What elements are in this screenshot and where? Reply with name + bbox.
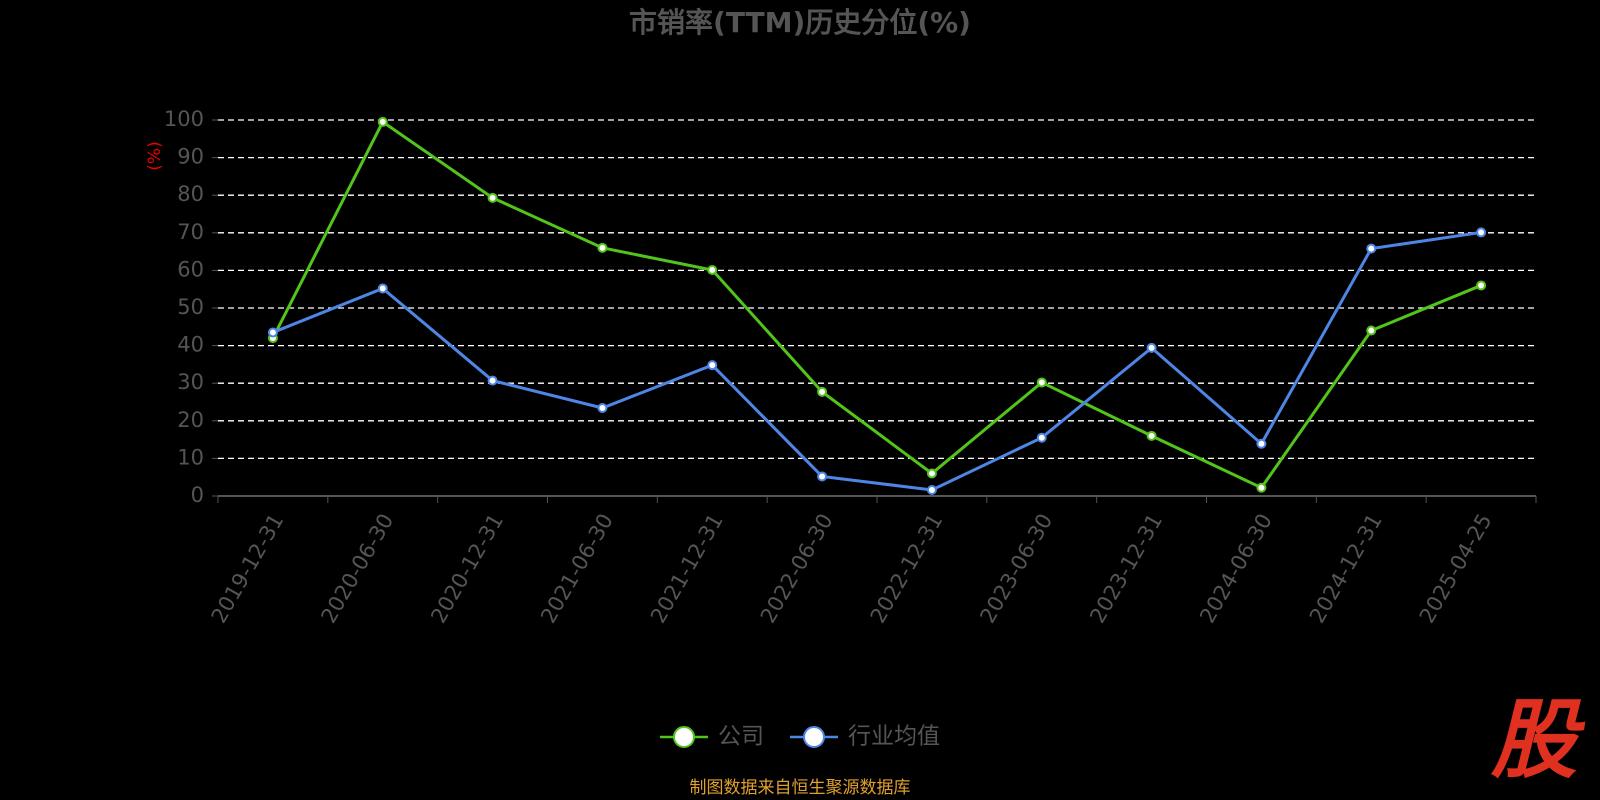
x-tick-label: 2021-12-31	[646, 510, 728, 628]
x-tick-label: 2020-12-31	[426, 510, 508, 628]
data-point	[817, 386, 828, 397]
data-point	[1476, 227, 1487, 238]
legend-label: 行业均值	[848, 724, 940, 750]
y-tick-label: 100	[164, 107, 204, 131]
data-point	[1476, 280, 1487, 291]
y-tick-label: 60	[177, 257, 204, 281]
data-point	[597, 242, 608, 253]
data-point	[487, 375, 498, 386]
y-tick-label: 0	[191, 483, 204, 507]
x-tick-label: 2023-06-30	[975, 510, 1057, 628]
data-point	[926, 468, 937, 479]
x-tick-label: 2020-06-30	[316, 510, 398, 628]
y-tick-label: 40	[177, 333, 204, 357]
data-point	[267, 327, 278, 338]
legend-marker	[803, 726, 825, 748]
data-point	[1366, 243, 1377, 254]
data-point	[487, 192, 498, 203]
x-tick-label: 2022-06-30	[756, 510, 838, 628]
data-point	[1036, 432, 1047, 443]
series-line	[271, 119, 1482, 490]
data-point	[707, 265, 718, 276]
data-point	[377, 116, 388, 127]
x-tick-label: 2024-12-31	[1305, 510, 1387, 628]
data-point	[817, 471, 828, 482]
data-point	[597, 403, 608, 414]
y-tick-label: 80	[177, 182, 204, 206]
y-tick-label: 20	[177, 408, 204, 432]
data-point	[377, 283, 388, 294]
source-note: 制图数据来自恒生聚源数据库	[690, 778, 911, 798]
data-point	[1256, 482, 1267, 493]
x-tick-label: 2021-06-30	[536, 510, 618, 628]
logo: 股	[1490, 690, 1586, 790]
x-tick-label: 2024-06-30	[1195, 510, 1277, 628]
x-tick-label: 2019-12-31	[207, 510, 289, 628]
data-point	[1036, 377, 1047, 388]
x-tick-label: 2022-12-31	[866, 510, 948, 628]
data-point	[1256, 438, 1267, 449]
data-point	[1366, 325, 1377, 336]
data-point	[926, 484, 937, 495]
data-point	[707, 360, 718, 371]
y-axis-label: (%)	[145, 141, 165, 170]
y-tick-label: 90	[177, 145, 204, 169]
legend-marker	[673, 726, 695, 748]
y-tick-label: 10	[177, 445, 204, 469]
x-tick-label: 2025-04-25	[1415, 510, 1497, 628]
legend-label: 公司	[718, 724, 764, 750]
series-line	[272, 230, 1482, 492]
chart-title: 市销率(TTM)历史分位(%)	[629, 6, 971, 39]
x-tick-label: 2023-12-31	[1085, 510, 1167, 628]
data-point	[1146, 342, 1157, 353]
y-tick-label: 30	[177, 370, 204, 394]
y-tick-label: 70	[177, 220, 204, 244]
data-point	[1146, 430, 1157, 441]
y-tick-label: 50	[177, 295, 204, 319]
